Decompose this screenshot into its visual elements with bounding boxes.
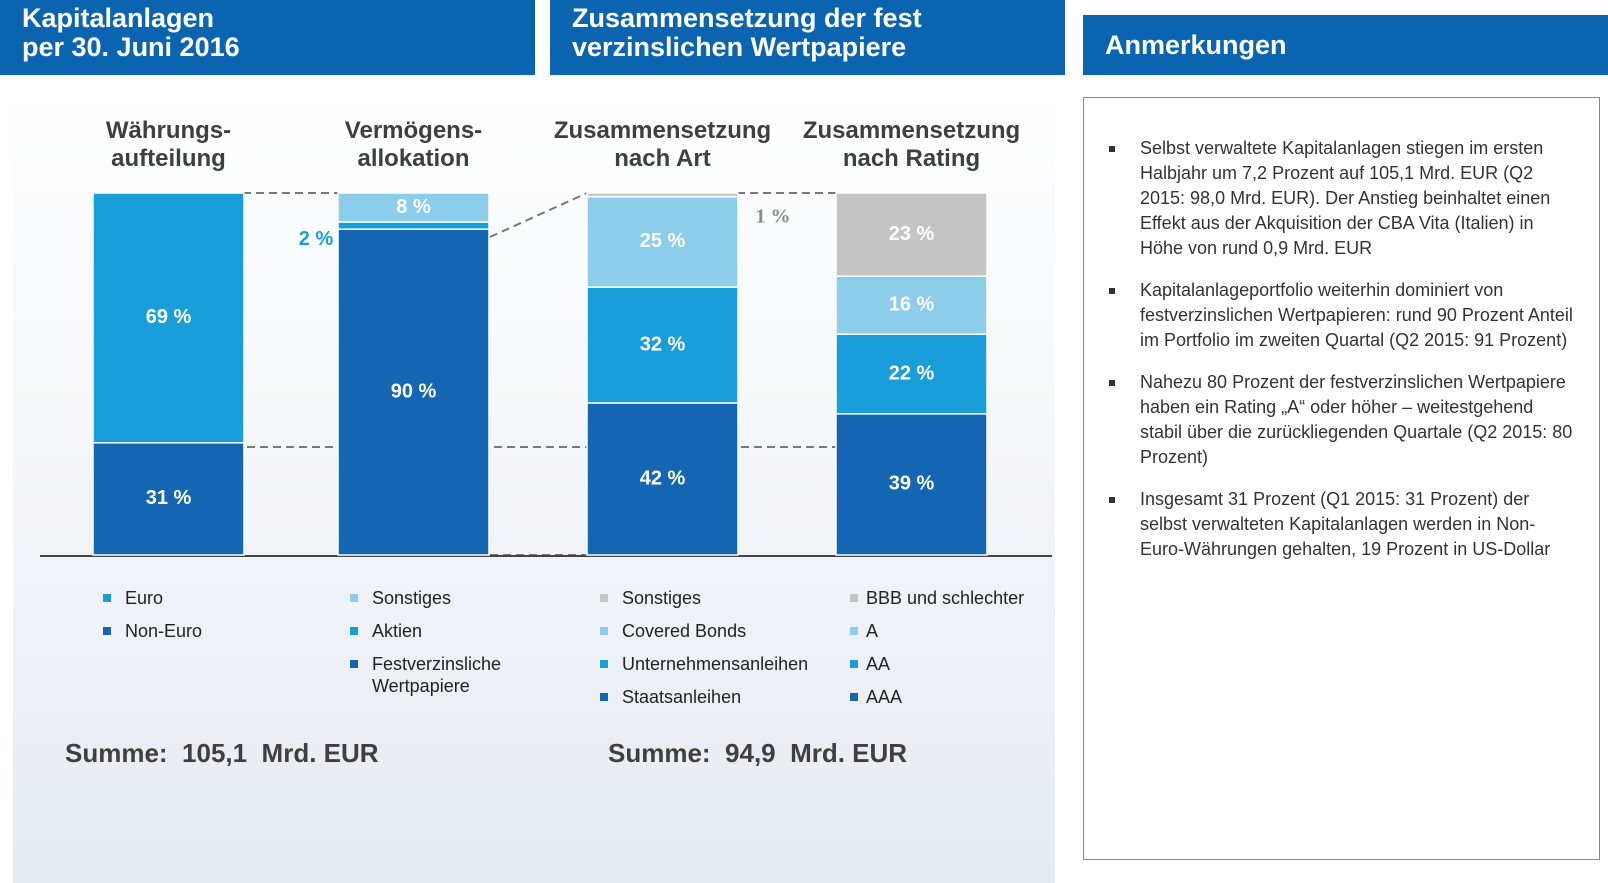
legend-entry: A	[850, 620, 1086, 642]
value-label: 69 %	[146, 306, 192, 328]
legend-swatch	[850, 693, 858, 701]
legend-label: Staatsanleihen	[622, 687, 742, 707]
chart-title: aufteilung	[111, 145, 226, 172]
legend-label: Unternehmensanleihen	[622, 654, 809, 674]
note-bullet: Nahezu 80 Prozent der festverzinslichen …	[1109, 370, 1579, 470]
value-label: 1 %	[756, 206, 791, 228]
legend-swatch	[350, 594, 358, 602]
bar-segment	[586, 402, 739, 556]
chart-title: nach Art	[614, 145, 710, 172]
legend-entry: AA	[850, 653, 1086, 675]
note-bullet: Insgesamt 31 Prozent (Q1 2015: 31 Prozen…	[1109, 487, 1579, 562]
value-label: 32 %	[640, 333, 686, 355]
note-bullet: Selbst verwaltete Kapitalanlagen stiegen…	[1109, 136, 1579, 261]
bar-segment	[337, 192, 490, 223]
chart-title: Währungs-	[106, 117, 231, 144]
legend-entry: Covered Bonds	[600, 620, 842, 642]
legend-swatch	[850, 660, 858, 668]
value-label: 2 %	[299, 228, 334, 250]
legend-label: AAA	[866, 687, 903, 707]
header: Zusammensetzung der fest verzinslichen We…	[550, 0, 1065, 75]
legend-swatch	[850, 627, 858, 635]
notes-panel: Selbst verwaltete Kapitalanlagen stiegen…	[1083, 97, 1600, 860]
legend-entry: Euro	[103, 587, 345, 609]
legend-label: Non-Euro	[125, 621, 203, 641]
legend-label: A	[866, 621, 879, 641]
legend-entry: Sonstiges	[350, 587, 542, 609]
legend-label: Covered Bonds	[622, 621, 747, 641]
legend-label: Sonstiges	[372, 588, 452, 608]
header: Kapitalanlagen per 30. Juni 2016	[0, 0, 535, 75]
header-line: Zusammensetzung der fest	[572, 3, 922, 33]
legend-label: Euro	[125, 588, 164, 608]
legend-entry: BBB und schlechter	[850, 587, 1086, 609]
legend-entry: Non-Euro	[103, 620, 345, 642]
bar-segment	[586, 286, 739, 404]
value-label: 31 %	[146, 487, 192, 509]
legend-swatch	[600, 627, 608, 635]
value-label: 42 %	[640, 467, 686, 489]
header-line: verzinslichen Wertpapiere	[572, 32, 907, 62]
chart-title: Zusammensetzung	[554, 117, 771, 144]
legend-label: AA	[866, 654, 891, 674]
chart-title: nach Rating	[843, 145, 980, 172]
legend-label: Festverzinsliche Wertpapiere	[372, 654, 502, 696]
legend-entry: Sonstiges	[600, 587, 842, 609]
connector-lines	[195, 192, 858, 556]
chart-title: Zusammensetzung	[803, 117, 1020, 144]
legend-label: Aktien	[372, 621, 423, 641]
legend-swatch	[350, 627, 358, 635]
legend-label: Sonstiges	[622, 588, 702, 608]
bar-segment	[92, 442, 245, 556]
legend-swatch	[850, 594, 858, 602]
value-label: 23 %	[889, 223, 935, 245]
legend-entry: Staatsanleihen	[600, 686, 842, 708]
total-label: Summe: 94,9 Mrd. EUR	[608, 738, 908, 768]
legend-entry: Festverzinsliche Wertpapiere	[350, 653, 542, 697]
bar-segment	[337, 221, 490, 230]
bar-segment	[835, 413, 988, 556]
legend-swatch	[600, 693, 608, 701]
legend-entry: AAA	[850, 686, 1086, 708]
value-label: 16 %	[889, 294, 935, 316]
header-line: per 30. Juni 2016	[22, 32, 240, 62]
value-label: 90 %	[391, 380, 437, 402]
bar-segment	[586, 195, 739, 288]
value-label: 39 %	[889, 473, 935, 495]
header-line: Anmerkungen	[1105, 30, 1287, 60]
total-label: Summe: 105,1 Mrd. EUR	[65, 738, 379, 768]
legend-swatch	[350, 660, 358, 668]
bar-segment	[586, 192, 739, 198]
chart-title: Vermögens-	[345, 117, 482, 144]
chart-title: allokation	[357, 145, 469, 172]
value-label: 25 %	[640, 230, 686, 252]
value-label: 8 %	[396, 196, 431, 218]
legend-entry: Unternehmensanleihen	[600, 653, 842, 675]
legend-entry: Aktien	[350, 620, 542, 642]
legend-label: BBB und schlechter	[866, 588, 1025, 608]
bar-segment	[835, 333, 988, 415]
value-label: 22 %	[889, 362, 935, 384]
header: Anmerkungen	[1083, 15, 1608, 75]
legend-swatch	[600, 660, 608, 668]
legend-swatch	[103, 627, 111, 635]
chart: Währungs-aufteilung 31 % 69 % Vermögens-all…	[40, 117, 1052, 557]
bar-segment	[92, 192, 245, 444]
bar-segment	[835, 275, 988, 335]
bar-segment	[835, 192, 988, 278]
legend-swatch	[103, 594, 111, 602]
bar-segment	[337, 228, 490, 556]
legend-swatch	[600, 594, 608, 602]
header-line: Kapitalanlagen	[22, 3, 215, 33]
note-bullet: Kapitalanlageportfolio weiterhin dominie…	[1109, 278, 1579, 353]
